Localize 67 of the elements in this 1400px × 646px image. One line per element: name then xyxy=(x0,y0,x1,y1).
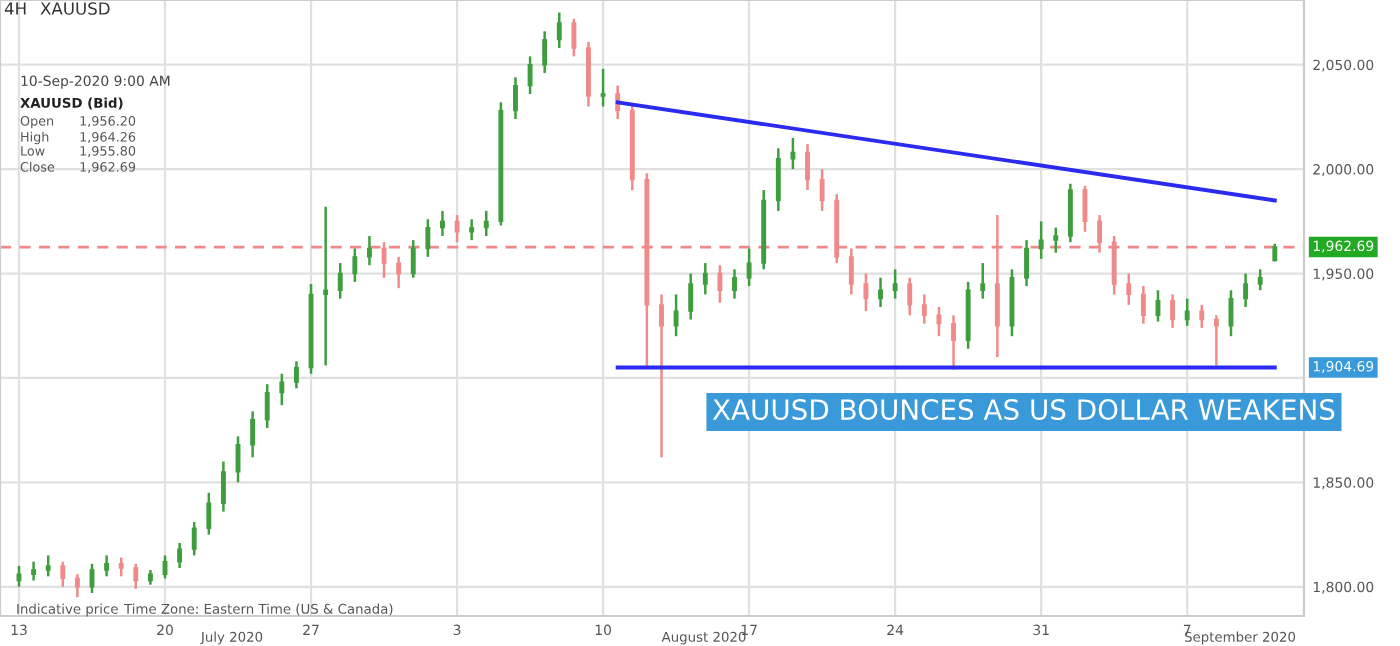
candlestick xyxy=(542,30,548,75)
candlestick xyxy=(921,293,927,325)
candlestick xyxy=(513,76,518,121)
candlestick xyxy=(907,276,913,317)
candlestick xyxy=(293,360,299,390)
candlestick xyxy=(206,491,212,536)
candlestick xyxy=(1038,220,1044,261)
candlestick xyxy=(659,293,664,459)
candlestick xyxy=(936,305,942,338)
candlestick xyxy=(732,268,737,300)
candlestick xyxy=(352,247,358,284)
annotation: XAUUSD BOUNCES AS US DOLLAR WEAKENS xyxy=(712,399,1335,421)
candlestick xyxy=(819,167,825,213)
candlestick xyxy=(746,247,752,288)
candlestick xyxy=(790,136,796,171)
annotation: 4H xyxy=(4,2,26,15)
candlestick xyxy=(1067,182,1073,244)
candlestick xyxy=(688,272,694,321)
candlestick xyxy=(425,218,431,259)
candlestick xyxy=(133,562,139,591)
candlestick xyxy=(1126,272,1132,307)
candlestick xyxy=(396,255,402,290)
candlestick xyxy=(191,520,197,557)
candlestick xyxy=(337,261,343,300)
candlestick xyxy=(1170,293,1176,330)
candlestick xyxy=(717,263,723,305)
candlestick xyxy=(454,213,460,244)
candlestick xyxy=(892,268,898,300)
candlestick xyxy=(571,17,577,58)
candlestick xyxy=(60,560,66,589)
candlestick xyxy=(1140,284,1146,325)
candlestick xyxy=(980,261,986,300)
candlestick xyxy=(1243,272,1249,309)
candlestick xyxy=(1053,226,1059,254)
candlestick xyxy=(556,11,562,50)
candlestick xyxy=(775,147,781,213)
candlestick xyxy=(673,293,679,338)
candlestick xyxy=(483,209,489,238)
candlestick xyxy=(264,382,270,430)
candlestick xyxy=(1024,238,1030,288)
candlestick xyxy=(863,272,869,313)
candlestick xyxy=(410,238,416,279)
candlestick xyxy=(1257,268,1263,292)
candlestick xyxy=(1184,297,1190,327)
candlestick xyxy=(45,554,51,578)
candlestick xyxy=(323,205,329,367)
candlestick xyxy=(74,572,80,599)
candlestick xyxy=(366,234,372,267)
candlestick xyxy=(104,554,110,578)
candlestick xyxy=(805,142,810,192)
candlestick xyxy=(702,261,708,296)
candlestick xyxy=(1199,303,1205,330)
candlestick xyxy=(600,67,606,108)
candlestick xyxy=(440,209,445,238)
annotation: XAUUSD xyxy=(40,2,110,15)
candlestick xyxy=(279,372,285,407)
candlestick xyxy=(177,541,183,570)
candlestick xyxy=(527,55,533,96)
candlestick xyxy=(250,410,256,459)
candlestick xyxy=(1213,314,1219,367)
candlestick xyxy=(31,560,37,582)
candlestick xyxy=(220,460,226,513)
candlestick xyxy=(848,247,854,296)
candlestick xyxy=(118,556,124,578)
candlestick xyxy=(469,218,475,242)
candlestick xyxy=(878,276,883,309)
candlestick xyxy=(951,314,956,371)
